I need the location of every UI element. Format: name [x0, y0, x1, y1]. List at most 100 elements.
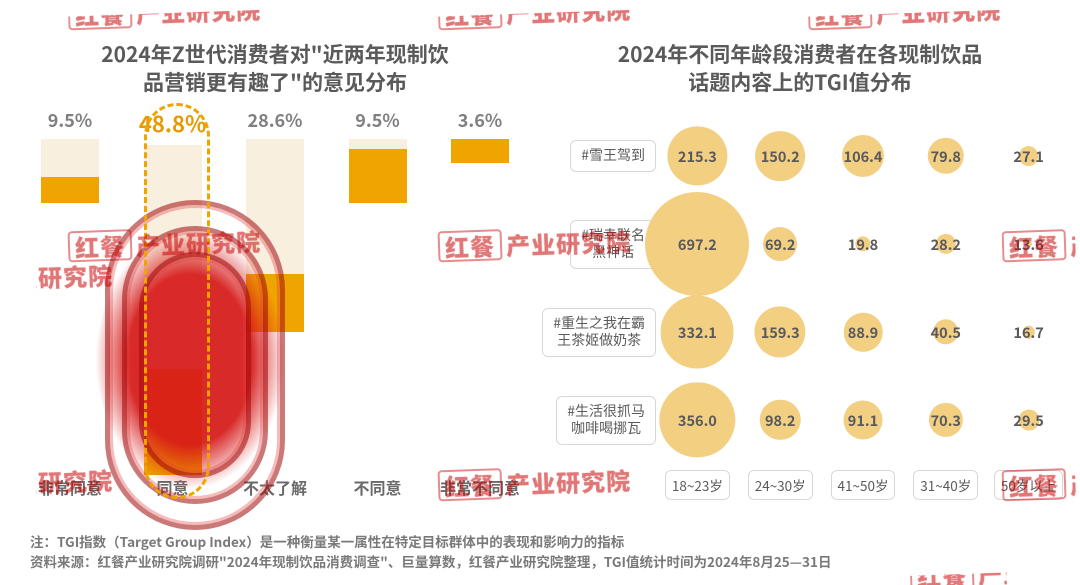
bar-value-label: 9.5%	[48, 107, 92, 133]
bubble-cell: 40.5	[904, 288, 987, 376]
age-bucket-box: 41~50岁	[822, 470, 905, 500]
bubble-value: 98.2	[765, 410, 795, 431]
right-chart: 2024年不同年龄段消费者在各现制饮品 话题内容上的TGI值分布 #雪王驾到21…	[530, 40, 1070, 560]
bubble-value: 88.9	[848, 322, 878, 343]
bar-seg-bottom	[451, 139, 509, 163]
bar	[246, 139, 304, 332]
bubble-value: 19.8	[848, 234, 878, 255]
bar	[349, 139, 407, 203]
bar-slot: 9.5%	[338, 107, 418, 467]
bubble-value: 70.3	[931, 410, 961, 431]
bubble-value: 29.5	[1013, 410, 1043, 431]
watermark: 红餐产业研究院	[807, 0, 1001, 32]
bubble-row: #瑞幸联名黑神话 697.2 69.2 19.8 28.2 13.6	[530, 200, 1070, 288]
left-chart-title: 2024年Z世代消费者对"近两年现制饮 品营销更有趣了"的意见分布	[30, 40, 520, 97]
bubble-cell: 27.1	[987, 112, 1070, 200]
bubble-value: 27.1	[1013, 146, 1043, 167]
bubble-value: 28.2	[931, 234, 961, 255]
bubble-cell: 88.9	[822, 288, 905, 376]
category-label: 非常同意	[30, 475, 110, 499]
bubble-value: 16.7	[1013, 322, 1043, 343]
bar-seg-bottom	[144, 369, 202, 475]
bubble-cell: 16.7	[987, 288, 1070, 376]
age-bucket-box: 50岁以上	[987, 470, 1070, 500]
left-chart-bars: 9.5% 48.8% 28.6% 9.5% 3.6%	[30, 107, 520, 467]
bubble-cell: 356.0	[656, 376, 739, 464]
category-label: 非常不同意	[440, 475, 520, 499]
bubble-cell: 332.1	[656, 288, 739, 376]
age-bucket-label: 31~40岁	[913, 470, 978, 500]
row-cells: 215.3 150.2 106.4 79.8 27.1	[656, 112, 1070, 200]
bar-seg-top	[246, 139, 304, 274]
age-bucket-box: 24~30岁	[739, 470, 822, 500]
row-label: #瑞幸联名黑神话	[570, 220, 656, 269]
bar-slot: 9.5%	[30, 107, 110, 467]
left-chart-title-line1: 2024年Z世代消费者对"近两年现制饮	[101, 39, 449, 69]
bar-value-label: 28.6%	[247, 107, 302, 133]
row-label: #雪王驾到	[570, 140, 656, 172]
right-chart-title-line1: 2024年不同年龄段消费者在各现制饮品	[618, 39, 983, 69]
row-label: #重生之我在霸王茶姬做奶茶	[542, 308, 656, 357]
bubble-value: 150.2	[761, 146, 800, 167]
row-cells: 356.0 98.2 91.1 70.3 29.5	[656, 376, 1070, 464]
age-bucket-label: 18~23岁	[665, 470, 730, 500]
page: 2024年Z世代消费者对"近两年现制饮 品营销更有趣了"的意见分布 9.5% 48…	[0, 0, 1080, 585]
bar-seg-top	[144, 145, 202, 369]
bar-slot: 28.6%	[235, 107, 315, 467]
bubble-cell: 13.6	[987, 200, 1070, 288]
bubble-value: 79.8	[931, 146, 961, 167]
left-chart-title-line2: 品营销更有趣了"的意见分布	[143, 67, 407, 97]
row-label-box: #重生之我在霸王茶姬做奶茶	[530, 308, 656, 357]
age-bucket-row: 18~23岁 24~30岁 41~50岁 31~40岁 50岁以上	[656, 470, 1070, 500]
age-bucket-box: 31~40岁	[904, 470, 987, 500]
bar-seg-bottom	[246, 274, 304, 332]
bar-seg-bottom	[349, 149, 407, 203]
bubble-value: 106.4	[844, 146, 883, 167]
bubble-cell: 28.2	[904, 200, 987, 288]
bar	[451, 139, 509, 163]
footnote-line2: 资料来源：红餐产业研究院调研"2024年现制饮品消费调查"、巨量算数，红餐产业研…	[30, 551, 1050, 571]
bubble-cell: 19.8	[822, 200, 905, 288]
left-chart: 2024年Z世代消费者对"近两年现制饮 品营销更有趣了"的意见分布 9.5% 48…	[30, 40, 520, 560]
row-label-box: #生活很抓马咖啡喝挪瓦	[530, 396, 656, 445]
category-label: 不同意	[338, 475, 418, 499]
category-label: 同意	[133, 475, 213, 499]
bubble-cell: 98.2	[739, 376, 822, 464]
bar-seg-bottom	[41, 177, 99, 203]
bubble-value: 332.1	[678, 322, 717, 343]
left-chart-categories: 非常同意同意不太了解不同意非常不同意	[30, 475, 520, 499]
bar-value-label: 3.6%	[458, 107, 502, 133]
watermark: 红餐产业研究院	[67, 0, 261, 32]
bubble-value: 356.0	[678, 410, 717, 431]
bubble-cell: 79.8	[904, 112, 987, 200]
footnotes: 注：TGI指数（Target Group Index）是一种衡量某一属性在特定目…	[30, 531, 1050, 572]
row-label: #生活很抓马咖啡喝挪瓦	[556, 396, 656, 445]
bubble-cell: 70.3	[904, 376, 987, 464]
age-bucket-label: 50岁以上	[994, 470, 1064, 500]
bubble-value: 40.5	[931, 322, 961, 343]
bubble-row: #重生之我在霸王茶姬做奶茶 332.1 159.3 88.9 40.5 16.7	[530, 288, 1070, 376]
row-label-box: #雪王驾到	[530, 140, 656, 172]
bubble-value: 69.2	[765, 234, 795, 255]
age-bucket-box: 18~23岁	[656, 470, 739, 500]
bubble-value: 13.6	[1013, 234, 1043, 255]
age-bucket-label: 41~50岁	[831, 470, 896, 500]
bar-seg-top	[349, 139, 407, 149]
right-chart-title: 2024年不同年龄段消费者在各现制饮品 话题内容上的TGI值分布	[530, 40, 1070, 97]
bubble-value: 91.1	[848, 410, 878, 431]
bubble-value: 697.2	[678, 234, 717, 255]
bar-seg-top	[41, 139, 99, 177]
bar	[41, 139, 99, 203]
bar	[144, 145, 202, 475]
bar-value-label: 48.8%	[139, 107, 206, 139]
footnote-line1: 注：TGI指数（Target Group Index）是一种衡量某一属性在特定目…	[30, 531, 1050, 551]
row-label-box: #瑞幸联名黑神话	[530, 220, 656, 269]
bar-slot: 48.8%	[133, 107, 213, 467]
bubble-cell: 159.3	[739, 288, 822, 376]
bubble-cell: 91.1	[822, 376, 905, 464]
right-chart-title-line2: 话题内容上的TGI值分布	[688, 67, 911, 97]
bubble-cell: 215.3	[656, 112, 739, 200]
bar-slot: 3.6%	[440, 107, 520, 467]
age-bucket-label: 24~30岁	[748, 470, 813, 500]
row-cells: 332.1 159.3 88.9 40.5 16.7	[656, 288, 1070, 376]
